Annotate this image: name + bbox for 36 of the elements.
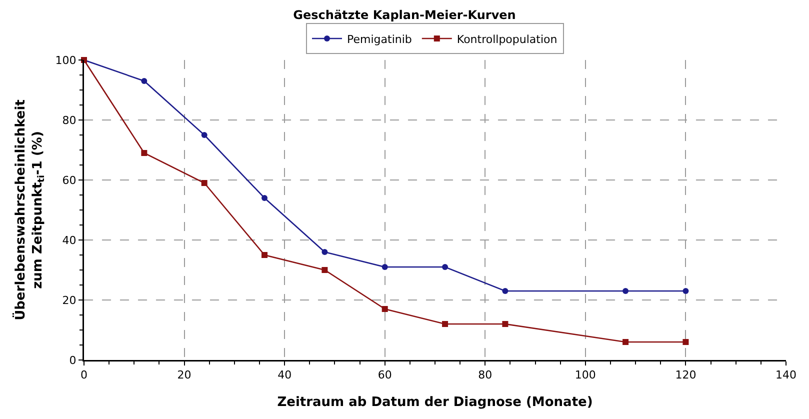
- point: [201, 180, 208, 186]
- y-tick-label: 20: [62, 294, 76, 307]
- x-tick-label: 80: [478, 368, 492, 382]
- point: [141, 150, 148, 156]
- x-tick-label: 60: [378, 368, 392, 382]
- x-axis-title: Zeitraum ab Datum der Diagnose (Monate): [277, 395, 593, 410]
- x-tick-label: 100: [574, 368, 596, 382]
- y-tick-label: 40: [62, 234, 76, 247]
- x-tick-label: 140: [776, 368, 796, 382]
- x-tick-label: 40: [278, 368, 292, 382]
- chart-title: Geschätzte Kaplan-Meier-Kurven: [293, 8, 516, 22]
- point: [622, 339, 629, 345]
- point: [682, 339, 689, 345]
- y-tick-label: 60: [62, 174, 76, 187]
- point: [201, 132, 208, 138]
- point: [682, 288, 689, 294]
- x-tick-label: 0: [80, 368, 88, 382]
- point: [382, 264, 388, 270]
- y-tick-label: 80: [62, 114, 76, 127]
- point: [502, 288, 508, 294]
- point: [502, 321, 508, 327]
- point: [322, 249, 328, 255]
- point: [262, 195, 268, 201]
- point: [262, 252, 268, 258]
- legend-label: Kontrollpopulation: [456, 32, 558, 46]
- y-tick-label: 100: [55, 54, 76, 67]
- x-tick-label: 20: [177, 368, 192, 382]
- y-tick-label: 0: [69, 354, 76, 367]
- point: [322, 267, 328, 273]
- point: [622, 288, 629, 294]
- point: [442, 264, 448, 270]
- x-tick-label: 120: [675, 368, 696, 382]
- point: [442, 321, 448, 327]
- point: [141, 78, 148, 84]
- legend-label: Pemigatinib: [347, 32, 412, 46]
- point: [382, 306, 388, 312]
